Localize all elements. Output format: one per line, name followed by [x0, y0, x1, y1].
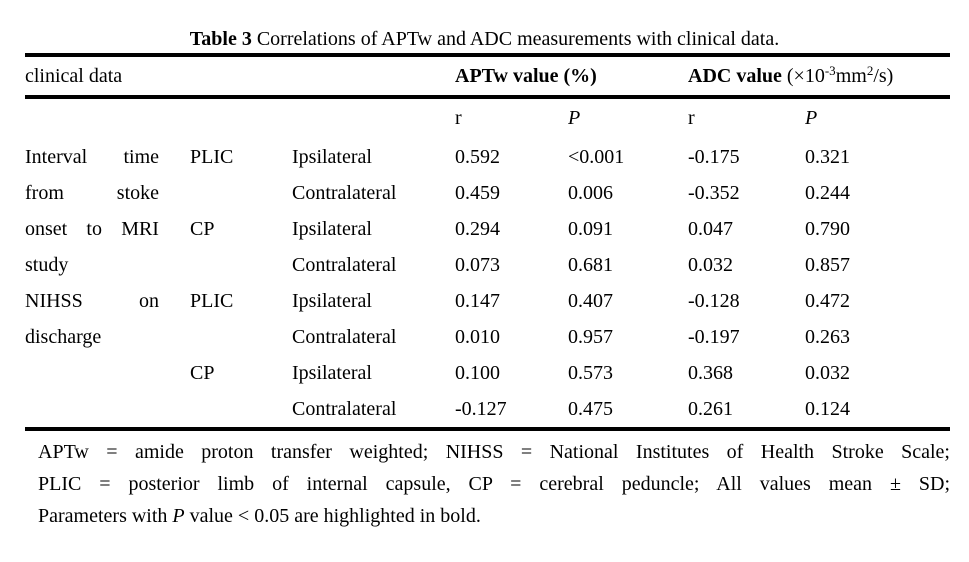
table-row: Contralateral 0.010 0.957 -0.197 0.263: [25, 319, 950, 355]
footnote-line-1: APTw = amide proton transfer weighted; N…: [38, 441, 950, 463]
subheader-aptw-r: r: [455, 107, 462, 129]
cell-side: Ipsilateral: [292, 290, 372, 312]
cell-adc-r: -0.128: [688, 290, 740, 312]
cell-region-cp: CP: [190, 218, 215, 240]
cell-adc-r: 0.047: [688, 218, 733, 240]
cell-side: Contralateral: [292, 326, 397, 348]
table-footnote: APTw = amide proton transfer weighted; N…: [38, 436, 950, 532]
correlation-table: clinical data APTw value (%) ADC value (…: [25, 53, 950, 431]
cell-aptw-p: 0.091: [568, 218, 613, 240]
cell-adc-p: 0.263: [805, 326, 850, 348]
header-adc-name: ADC value: [688, 65, 787, 87]
cell-adc-p: 0.790: [805, 218, 850, 240]
cell-side: Ipsilateral: [292, 362, 372, 384]
cell-aptw-p: 0.573: [568, 362, 613, 384]
cell-region-plic: PLIC: [190, 146, 234, 168]
cell-adc-r: -0.175: [688, 146, 740, 168]
cell-side: Contralateral: [292, 254, 397, 276]
cell-aptw-p: 0.475: [568, 398, 613, 420]
table-row: NIHSS on discharge PLIC Ipsilateral 0.147…: [25, 283, 950, 348]
cell-aptw-r: 0.010: [455, 326, 500, 348]
header-aptw-value: APTw value (%): [455, 55, 688, 99]
table-caption-text: Correlations of APTw and ADC measurement…: [251, 28, 780, 50]
table-row: CP Ipsilateral 0.294 0.091 0.047 0.790: [25, 211, 950, 247]
cell-adc-r: 0.032: [688, 254, 733, 276]
cell-side: Contralateral: [292, 182, 397, 204]
table-row: Interval time from stoke onset to MRI study …: [25, 139, 950, 276]
table-subheader-row: r P r P: [25, 97, 950, 139]
cell-adc-r: 0.368: [688, 362, 733, 384]
cell-side: Contralateral: [292, 398, 397, 420]
subheader-adc-r: r: [688, 107, 695, 129]
cell-adc-p: 0.124: [805, 398, 850, 420]
adc-unit-exponent: -3: [824, 63, 836, 78]
cell-adc-p: 0.857: [805, 254, 850, 276]
header-adc-value: ADC value (×10-3mm2/s): [688, 55, 950, 99]
cell-aptw-r: 0.073: [455, 254, 500, 276]
cell-adc-r: -0.197: [688, 326, 740, 348]
cell-aptw-r: -0.127: [455, 398, 507, 420]
subheader-aptw-p: P: [568, 107, 581, 129]
header-clinical-data: clinical data: [25, 55, 455, 99]
subheader-adc-p: P: [805, 107, 818, 129]
row-group-label-nihss: NIHSS on discharge: [25, 290, 159, 348]
table-row: Contralateral 0.073 0.681 0.032 0.857: [25, 247, 950, 283]
cell-aptw-p: 0.006: [568, 182, 613, 204]
row-group-label-interval: Interval time from stoke onset to MRI study: [25, 146, 159, 276]
cell-side: Ipsilateral: [292, 218, 372, 240]
cell-aptw-r: 0.294: [455, 218, 500, 240]
cell-adc-p: 0.472: [805, 290, 850, 312]
adc-unit-exponent2: 2: [866, 63, 874, 78]
cell-aptw-r: 0.147: [455, 290, 500, 312]
table-row: Contralateral 0.459 0.006 -0.352 0.244: [25, 175, 950, 211]
cell-adc-r: 0.261: [688, 398, 733, 420]
cell-adc-p: 0.244: [805, 182, 850, 204]
table-header-row: clinical data APTw value (%) ADC value (…: [25, 55, 950, 99]
header-adc-unit: (×10-3mm2/s): [786, 63, 894, 87]
cell-aptw-p: 0.681: [568, 254, 613, 276]
subheader-spacer: [25, 97, 455, 139]
table-row: Contralateral -0.127 0.475 0.261 0.124: [25, 391, 950, 429]
cell-aptw-p: <0.001: [568, 146, 625, 168]
cell-adc-r: -0.352: [688, 182, 740, 204]
cell-aptw-r: 0.592: [455, 146, 500, 168]
footnote-line-2: PLIC = posterior limb of internal capsul…: [38, 473, 950, 495]
cell-region-cp: CP: [190, 362, 215, 384]
cell-adc-p: 0.321: [805, 146, 850, 168]
cell-region-plic: PLIC: [190, 290, 234, 312]
cell-aptw-p: 0.407: [568, 290, 613, 312]
footnote-p-symbol: P: [172, 505, 185, 527]
table-row: CP Ipsilateral 0.100 0.573 0.368 0.032: [25, 355, 950, 391]
footnote-line-3: Parameters with P value < 0.05 are highl…: [38, 505, 481, 527]
cell-side: Ipsilateral: [292, 146, 372, 168]
table-caption-number: Table 3: [189, 28, 252, 50]
cell-aptw-r: 0.459: [455, 182, 500, 204]
cell-aptw-r: 0.100: [455, 362, 500, 384]
cell-adc-p: 0.032: [805, 362, 850, 384]
table-caption: Table 3 Correlations of APTw and ADC mea…: [0, 27, 969, 51]
cell-aptw-p: 0.957: [568, 326, 613, 348]
